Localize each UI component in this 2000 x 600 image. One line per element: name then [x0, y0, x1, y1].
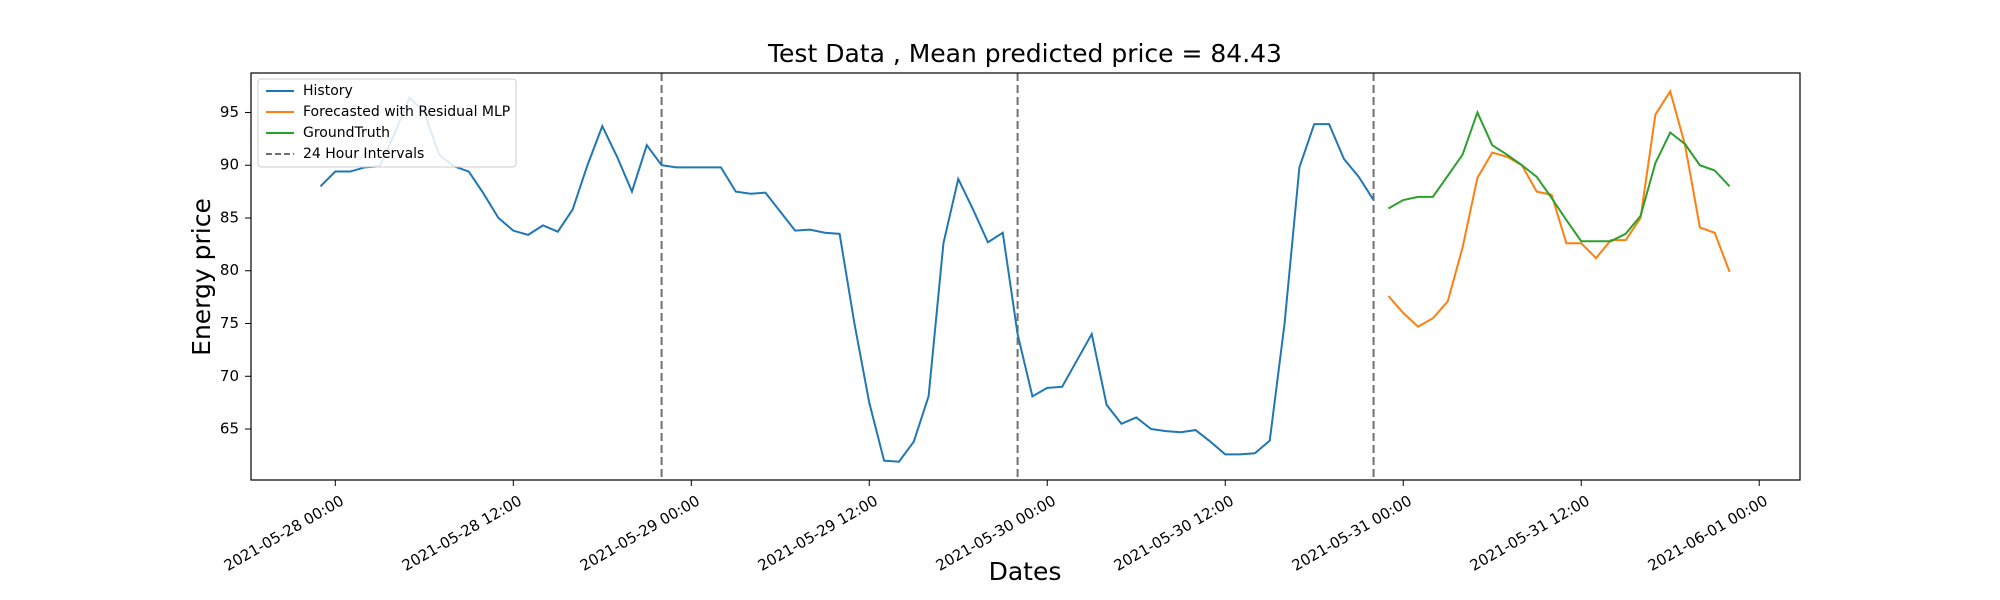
x-tick-label: 2021-05-31 12:00 — [1467, 492, 1593, 575]
y-tick-label: 70 — [220, 367, 239, 385]
legend-label: 24 Hour Intervals — [303, 146, 424, 162]
series-line — [1387, 88, 1731, 328]
x-tick-label: 2021-05-31 00:00 — [1289, 492, 1415, 575]
x-tick-label: 2021-05-28 00:00 — [221, 492, 347, 575]
legend-box — [257, 78, 517, 168]
legend-label: History — [303, 83, 353, 99]
y-tick-label: 65 — [220, 420, 239, 438]
y-tick-label: 95 — [220, 103, 239, 121]
y-tick-label: 80 — [220, 261, 239, 279]
x-axis-label: Dates — [989, 557, 1062, 586]
x-tick-label: 2021-05-29 00:00 — [577, 492, 703, 575]
series-line — [1387, 109, 1731, 243]
legend-label: GroundTruth — [303, 125, 390, 141]
x-tick-label: 2021-05-28 12:00 — [399, 492, 525, 575]
x-tick-label: 2021-06-01 00:00 — [1645, 492, 1771, 575]
series-line — [319, 95, 1375, 463]
chart-title: Test Data , Mean predicted price = 84.43 — [767, 39, 1282, 68]
x-tick-label: 2021-05-30 12:00 — [1111, 492, 1237, 575]
plot-frame — [250, 72, 1801, 481]
y-tick-label: 75 — [220, 314, 239, 332]
legend: History Forecasted with Residual MLP Groun… — [257, 78, 517, 168]
x-tick-label: 2021-05-29 12:00 — [755, 492, 881, 575]
y-tick-label: 85 — [220, 208, 239, 226]
y-tick-label: 90 — [220, 156, 239, 174]
legend-label: Forecasted with Residual MLP — [303, 104, 510, 120]
y-axis-label: Energy price — [187, 198, 216, 356]
